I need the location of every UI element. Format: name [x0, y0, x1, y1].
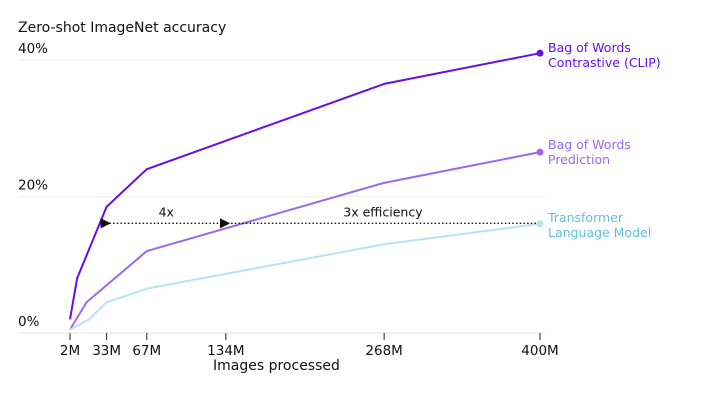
- x-tick-label: 33M: [92, 343, 121, 359]
- series-line: [69, 222, 541, 331]
- y-axis-title: Zero-shot ImageNet accuracy: [18, 20, 227, 36]
- series-label-line: Bag of Words: [548, 137, 631, 152]
- annotation-label: 3x efficiency: [343, 204, 423, 219]
- annotation-label: 4x: [159, 204, 174, 219]
- x-tick-label: 268M: [365, 343, 402, 359]
- x-tick-label: 2M: [60, 343, 80, 359]
- y-tick-label: 20%: [18, 178, 48, 194]
- annotations: 4x 3x efficiency: [100, 204, 536, 229]
- x-tick-label: 134M: [207, 343, 244, 359]
- series-label-line: Contrastive (CLIP): [548, 55, 661, 70]
- x-tick-label: 400M: [521, 343, 558, 359]
- series-label-line: Bag of Words: [548, 40, 631, 55]
- series-label-transformer: Transformer Language Model: [548, 210, 651, 240]
- series-lines: [69, 49, 544, 331]
- series-label-line: Transformer: [548, 210, 624, 225]
- x-tick-label: 67M: [132, 343, 161, 359]
- y-tick-label: 0%: [18, 314, 40, 330]
- gridlines: [18, 59, 545, 334]
- series-line: [69, 151, 541, 331]
- series-label-bow-prediction: Bag of Words Prediction: [548, 137, 631, 167]
- series-end-point: [536, 148, 544, 156]
- y-ticks: 0% 20% 40%: [18, 41, 48, 330]
- series-line: [69, 52, 541, 320]
- series-label-clip: Bag of Words Contrastive (CLIP): [548, 40, 661, 70]
- series-end-point: [536, 49, 544, 57]
- series-end-point: [536, 220, 544, 228]
- series-label-line: Language Model: [548, 225, 652, 240]
- x-axis-title: Images processed: [213, 358, 340, 374]
- x-ticks: 2M 33M 67M 134M 268M 400M: [60, 333, 559, 359]
- y-tick-label: 40%: [18, 41, 48, 57]
- series-label-line: Prediction: [548, 152, 611, 167]
